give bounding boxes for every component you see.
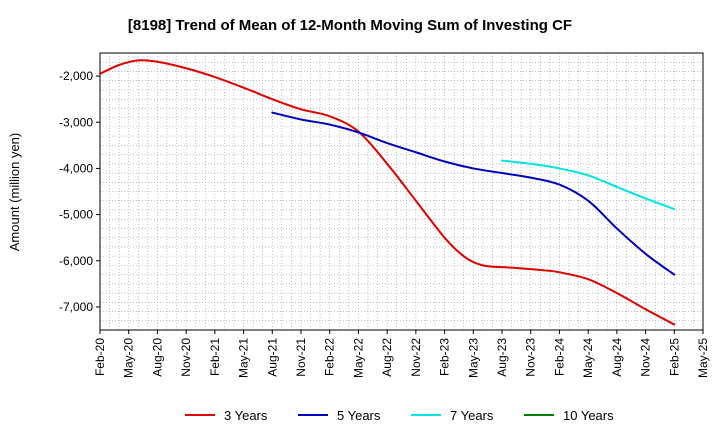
x-tick-label: Feb-20 xyxy=(93,338,107,376)
x-tick-label: Nov-22 xyxy=(409,338,423,377)
x-tick-label: Feb-23 xyxy=(438,338,452,376)
x-tick-label: May-21 xyxy=(237,338,251,378)
plot-border xyxy=(99,52,704,331)
y-tick-label: -7,000 xyxy=(59,300,93,314)
x-tick-label: Aug-20 xyxy=(150,338,164,377)
x-tick-label: Aug-22 xyxy=(380,338,394,377)
x-tick-label: Nov-20 xyxy=(179,338,193,377)
x-tick-label: Aug-24 xyxy=(610,338,624,377)
y-tick-label: -3,000 xyxy=(59,115,93,129)
x-tick-label: Nov-23 xyxy=(524,338,538,377)
x-tick-label: May-20 xyxy=(122,338,136,378)
legend-label-7-years: 7 Years xyxy=(450,408,494,423)
chart-title: [8198] Trend of Mean of 12-Month Moving … xyxy=(128,17,572,34)
x-tick-label: Nov-21 xyxy=(294,338,308,377)
series-line-7-years xyxy=(501,159,676,211)
legend-label-10-years: 10 Years xyxy=(563,408,614,423)
x-tick-label: May-22 xyxy=(351,338,365,378)
x-tick-label: Nov-24 xyxy=(639,338,653,377)
y-tick-label: -4,000 xyxy=(59,161,93,175)
x-tick-label: Aug-23 xyxy=(495,338,509,377)
y-tick-label: -5,000 xyxy=(59,208,93,222)
plot-area: -2,000 -3,000 -4,000 -5,000 -6,000 -7,000 Feb-… xyxy=(59,52,710,378)
x-tick-label: May-23 xyxy=(466,338,480,378)
y-tick-label: -2,000 xyxy=(59,69,93,83)
legend-label-3-years: 3 Years xyxy=(224,408,268,423)
x-tick-label: May-24 xyxy=(581,338,595,378)
legend: 3 Years 5 Years 7 Years 10 Years xyxy=(185,408,614,423)
legend-label-5-years: 5 Years xyxy=(337,408,381,423)
y-axis-label: Amount (million yen) xyxy=(7,133,22,252)
x-tick-label: Feb-21 xyxy=(208,338,222,376)
x-tick-label: May-25 xyxy=(696,338,710,378)
y-tick-label: -6,000 xyxy=(59,254,93,268)
x-tick-label: Feb-22 xyxy=(323,338,337,376)
x-tick-label: Aug-21 xyxy=(265,338,279,377)
series-line-3-years xyxy=(99,59,676,326)
series-line-5-years xyxy=(271,111,676,276)
x-tick-label: Feb-24 xyxy=(552,338,566,376)
x-tick-label: Feb-25 xyxy=(667,338,681,376)
